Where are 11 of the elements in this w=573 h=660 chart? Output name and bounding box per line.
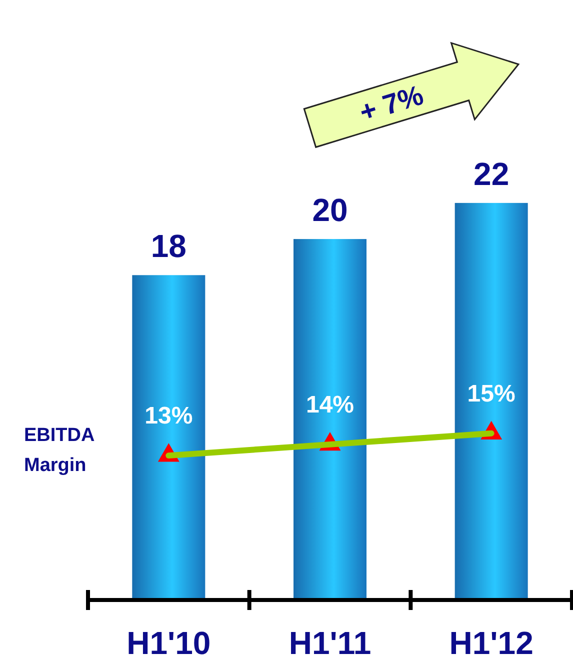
x-tick-label: H1'10 (126, 625, 211, 660)
annotation: EBITDA Margin (24, 425, 95, 476)
data-label: 18 (150, 228, 186, 264)
data-label: 13% (144, 402, 193, 430)
data-label: 22 (474, 156, 510, 192)
x-tick-label: H1'11 (288, 625, 372, 660)
x-tick-label: H1'12 (449, 625, 534, 660)
data-label: 20 (312, 192, 348, 228)
data-label: 14% (306, 391, 354, 418)
data-label: 15% (467, 380, 516, 408)
arrow-icon: + 7% (303, 42, 520, 148)
